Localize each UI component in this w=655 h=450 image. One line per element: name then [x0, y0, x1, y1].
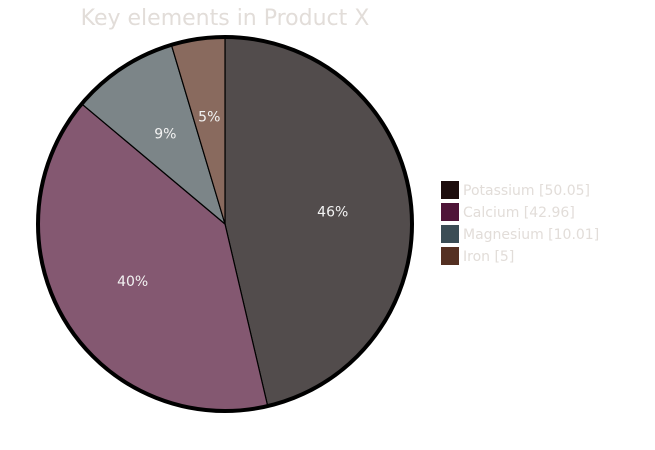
legend: Potassium [50.05] Calcium [42.96] Magnesiu…: [441, 181, 599, 265]
legend-label-potassium: Potassium [50.05]: [463, 183, 590, 199]
pie-labels: 46% 40% 9% 5%: [117, 110, 348, 290]
legend-swatch-iron: [441, 247, 459, 265]
slice-label-calcium: 40%: [117, 274, 148, 290]
pie-outline: [36, 35, 414, 413]
legend-swatch-calcium: [441, 203, 459, 221]
slice-label-potassium: 46%: [317, 205, 348, 221]
legend-label-magnesium: Magnesium [10.01]: [463, 227, 599, 243]
pie-slices: [37, 36, 413, 412]
legend-swatch-potassium: [441, 181, 459, 199]
legend-label-calcium: Calcium [42.96]: [463, 205, 575, 221]
legend-swatch-magnesium: [441, 225, 459, 243]
legend-label-iron: Iron [5]: [463, 249, 514, 265]
slice-label-magnesium: 9%: [154, 126, 176, 142]
chart-title: Key elements in Product X: [81, 6, 370, 31]
slice-label-iron: 5%: [198, 110, 220, 126]
